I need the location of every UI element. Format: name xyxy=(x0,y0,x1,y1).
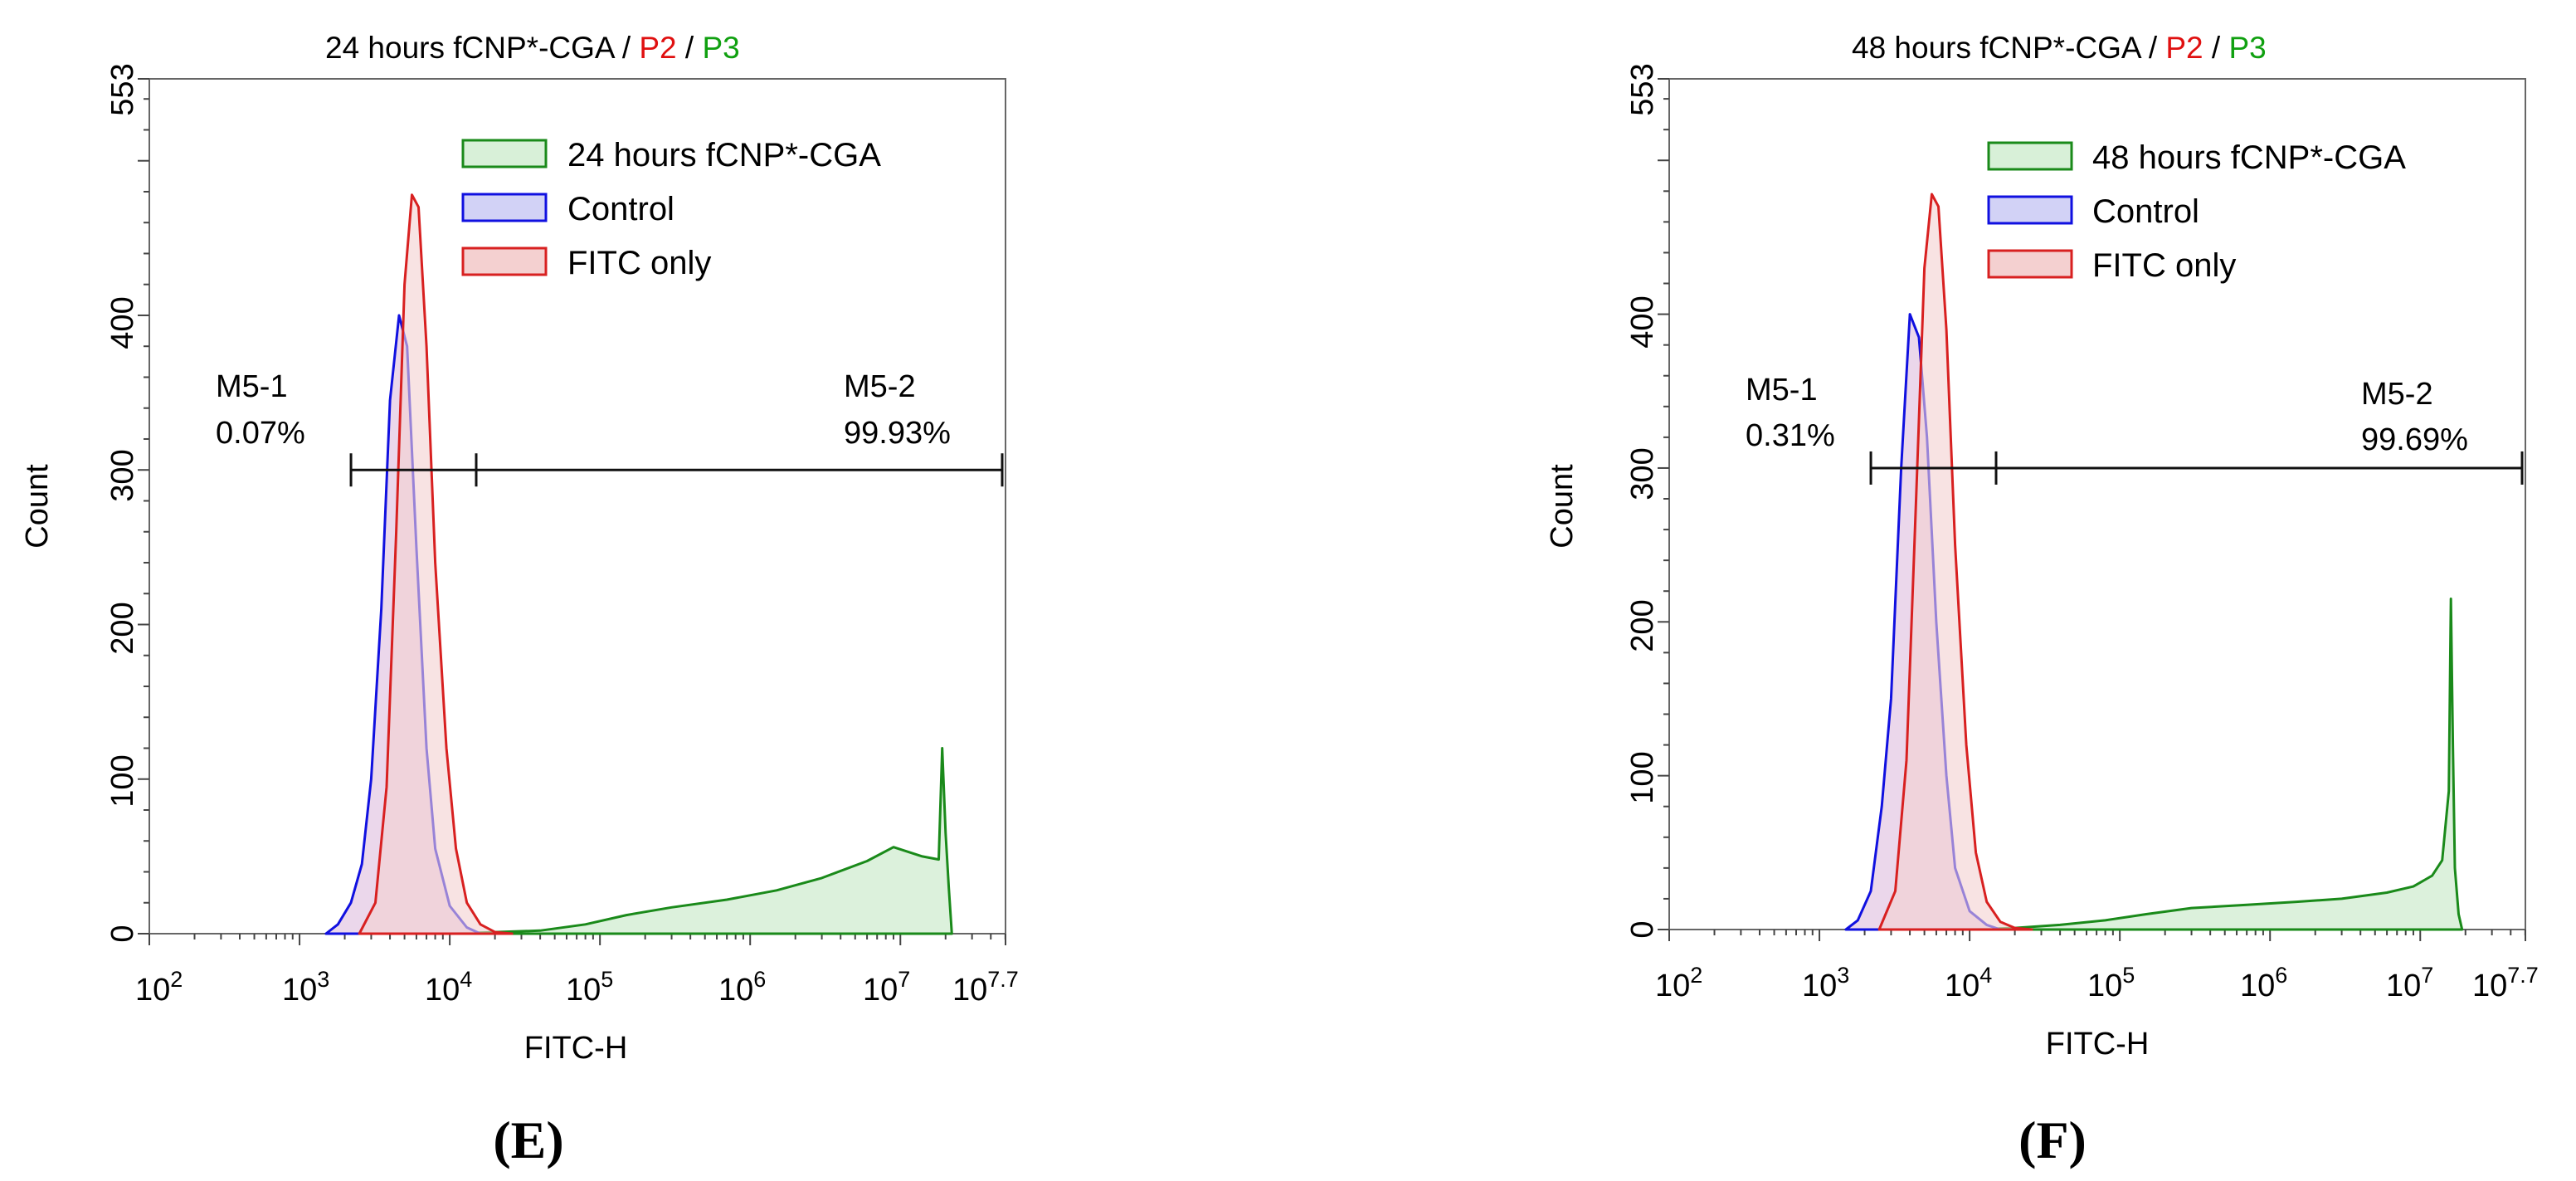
panel-f-ytick-300: 300 xyxy=(1625,447,1660,500)
panel-f-ytick-553: 553 xyxy=(1625,63,1660,115)
panel-f-series-green xyxy=(1889,598,2464,931)
panel-e-letter: (E) xyxy=(493,1110,563,1169)
panel-f-legend-swatch-fitc xyxy=(1987,249,2073,279)
panel-f-ytick-0: 0 xyxy=(1625,920,1660,938)
panel-e-legend-swatch-sample xyxy=(461,139,548,168)
panel-e-gate1-percent: 0.07% xyxy=(216,416,305,451)
panel-e-title-p2: P2 xyxy=(639,31,676,65)
panel-f-title-p3: P3 xyxy=(2228,31,2266,65)
panel-f-xtick-1e3: 103 xyxy=(1802,963,1849,1003)
panel-e-legend-control: Control xyxy=(567,191,674,227)
panel-e-xlabel: FITC-H xyxy=(524,1031,628,1066)
panel-e-legend-swatch-control xyxy=(461,193,548,222)
panel-f-xlabel: FITC-H xyxy=(2046,1027,2150,1061)
panel-e-ytick-553: 553 xyxy=(105,63,140,115)
panel-e-ytick-400: 400 xyxy=(105,296,140,349)
panel-e: 24 hours fCNP*-CGA / P2 / P3 0 100 200 3… xyxy=(20,31,1019,1169)
panel-f-title: 48 hours fCNP*-CGA / P2 / P3 xyxy=(1852,31,2267,65)
panel-e-ytick-200: 200 xyxy=(105,602,140,654)
panel-e-plot xyxy=(138,78,1006,945)
panel-e-series-red xyxy=(358,193,514,935)
panel-e-gate2-percent: 99.93% xyxy=(844,416,951,451)
panel-f-xtick-1e7: 107 xyxy=(2386,963,2433,1003)
panel-f-legend-swatch-sample xyxy=(1987,141,2073,171)
panel-f-gate2-name: M5-2 xyxy=(2361,377,2433,412)
panel-f-gate2-percent: 99.69% xyxy=(2361,422,2468,457)
panel-e-xtick-1e5: 105 xyxy=(566,967,613,1008)
panel-e-xtick-1e2: 102 xyxy=(135,967,183,1008)
panel-e-xtick-1e4: 104 xyxy=(425,967,472,1008)
panel-f-legend-swatch-control xyxy=(1987,195,2073,225)
panel-e-legend-sample: 24 hours fCNP*-CGA xyxy=(567,137,881,173)
panel-f-ylabel: Count xyxy=(1545,464,1580,549)
panel-f-xtick-1e4: 104 xyxy=(1945,963,1992,1003)
panel-f-xtick-1e7-7: 107.7 xyxy=(2472,963,2539,1003)
panel-f-xtick-1e2: 102 xyxy=(1655,963,1702,1003)
panel-f-title-p2: P2 xyxy=(2165,31,2203,65)
panel-e-legend-fitc: FITC only xyxy=(567,245,711,281)
panel-f-series-red xyxy=(1877,193,2033,931)
panel-f-legend-sample: 48 hours fCNP*-CGA xyxy=(2092,139,2406,176)
panel-f-xtick-1e6: 106 xyxy=(2240,963,2287,1003)
panel-e-title-p3: P3 xyxy=(702,31,739,65)
panel-e-xtick-1e7: 107 xyxy=(863,967,910,1008)
panel-e-title: 24 hours fCNP*-CGA / P2 / P3 xyxy=(325,31,740,65)
panel-f-legend-fitc: FITC only xyxy=(2092,247,2236,284)
panel-f-gate1-name: M5-1 xyxy=(1746,373,1818,407)
panel-f-legend-control: Control xyxy=(2092,193,2199,230)
panel-e-series-green xyxy=(369,747,953,935)
panel-f-plot xyxy=(1658,78,2526,941)
panel-e-ytick-300: 300 xyxy=(105,449,140,501)
panel-e-ytick-100: 100 xyxy=(105,754,140,807)
panel-e-legend-swatch-fitc xyxy=(461,246,548,276)
panel-f-ytick-200: 200 xyxy=(1625,599,1660,652)
panel-e-xtick-1e7-7: 107.7 xyxy=(952,967,1019,1008)
panel-f-ytick-100: 100 xyxy=(1625,751,1660,803)
panel-f: 48 hours fCNP*-CGA / P2 / P3 0 100 200 3… xyxy=(1545,31,2539,1169)
panel-e-ylabel: Count xyxy=(20,464,55,549)
panel-f-gate1-percent: 0.31% xyxy=(1746,418,1835,453)
panel-e-gate1-name: M5-1 xyxy=(216,369,288,404)
panel-f-xtick-1e5: 105 xyxy=(2087,963,2135,1003)
panel-e-ytick-0: 0 xyxy=(105,925,140,942)
panel-f-letter: (F) xyxy=(2018,1110,2087,1169)
panel-f-ytick-400: 400 xyxy=(1625,295,1660,348)
panel-e-xtick-1e3: 103 xyxy=(282,967,329,1008)
panel-e-gate2-name: M5-2 xyxy=(844,369,916,404)
panel-e-xtick-1e6: 106 xyxy=(718,967,766,1008)
